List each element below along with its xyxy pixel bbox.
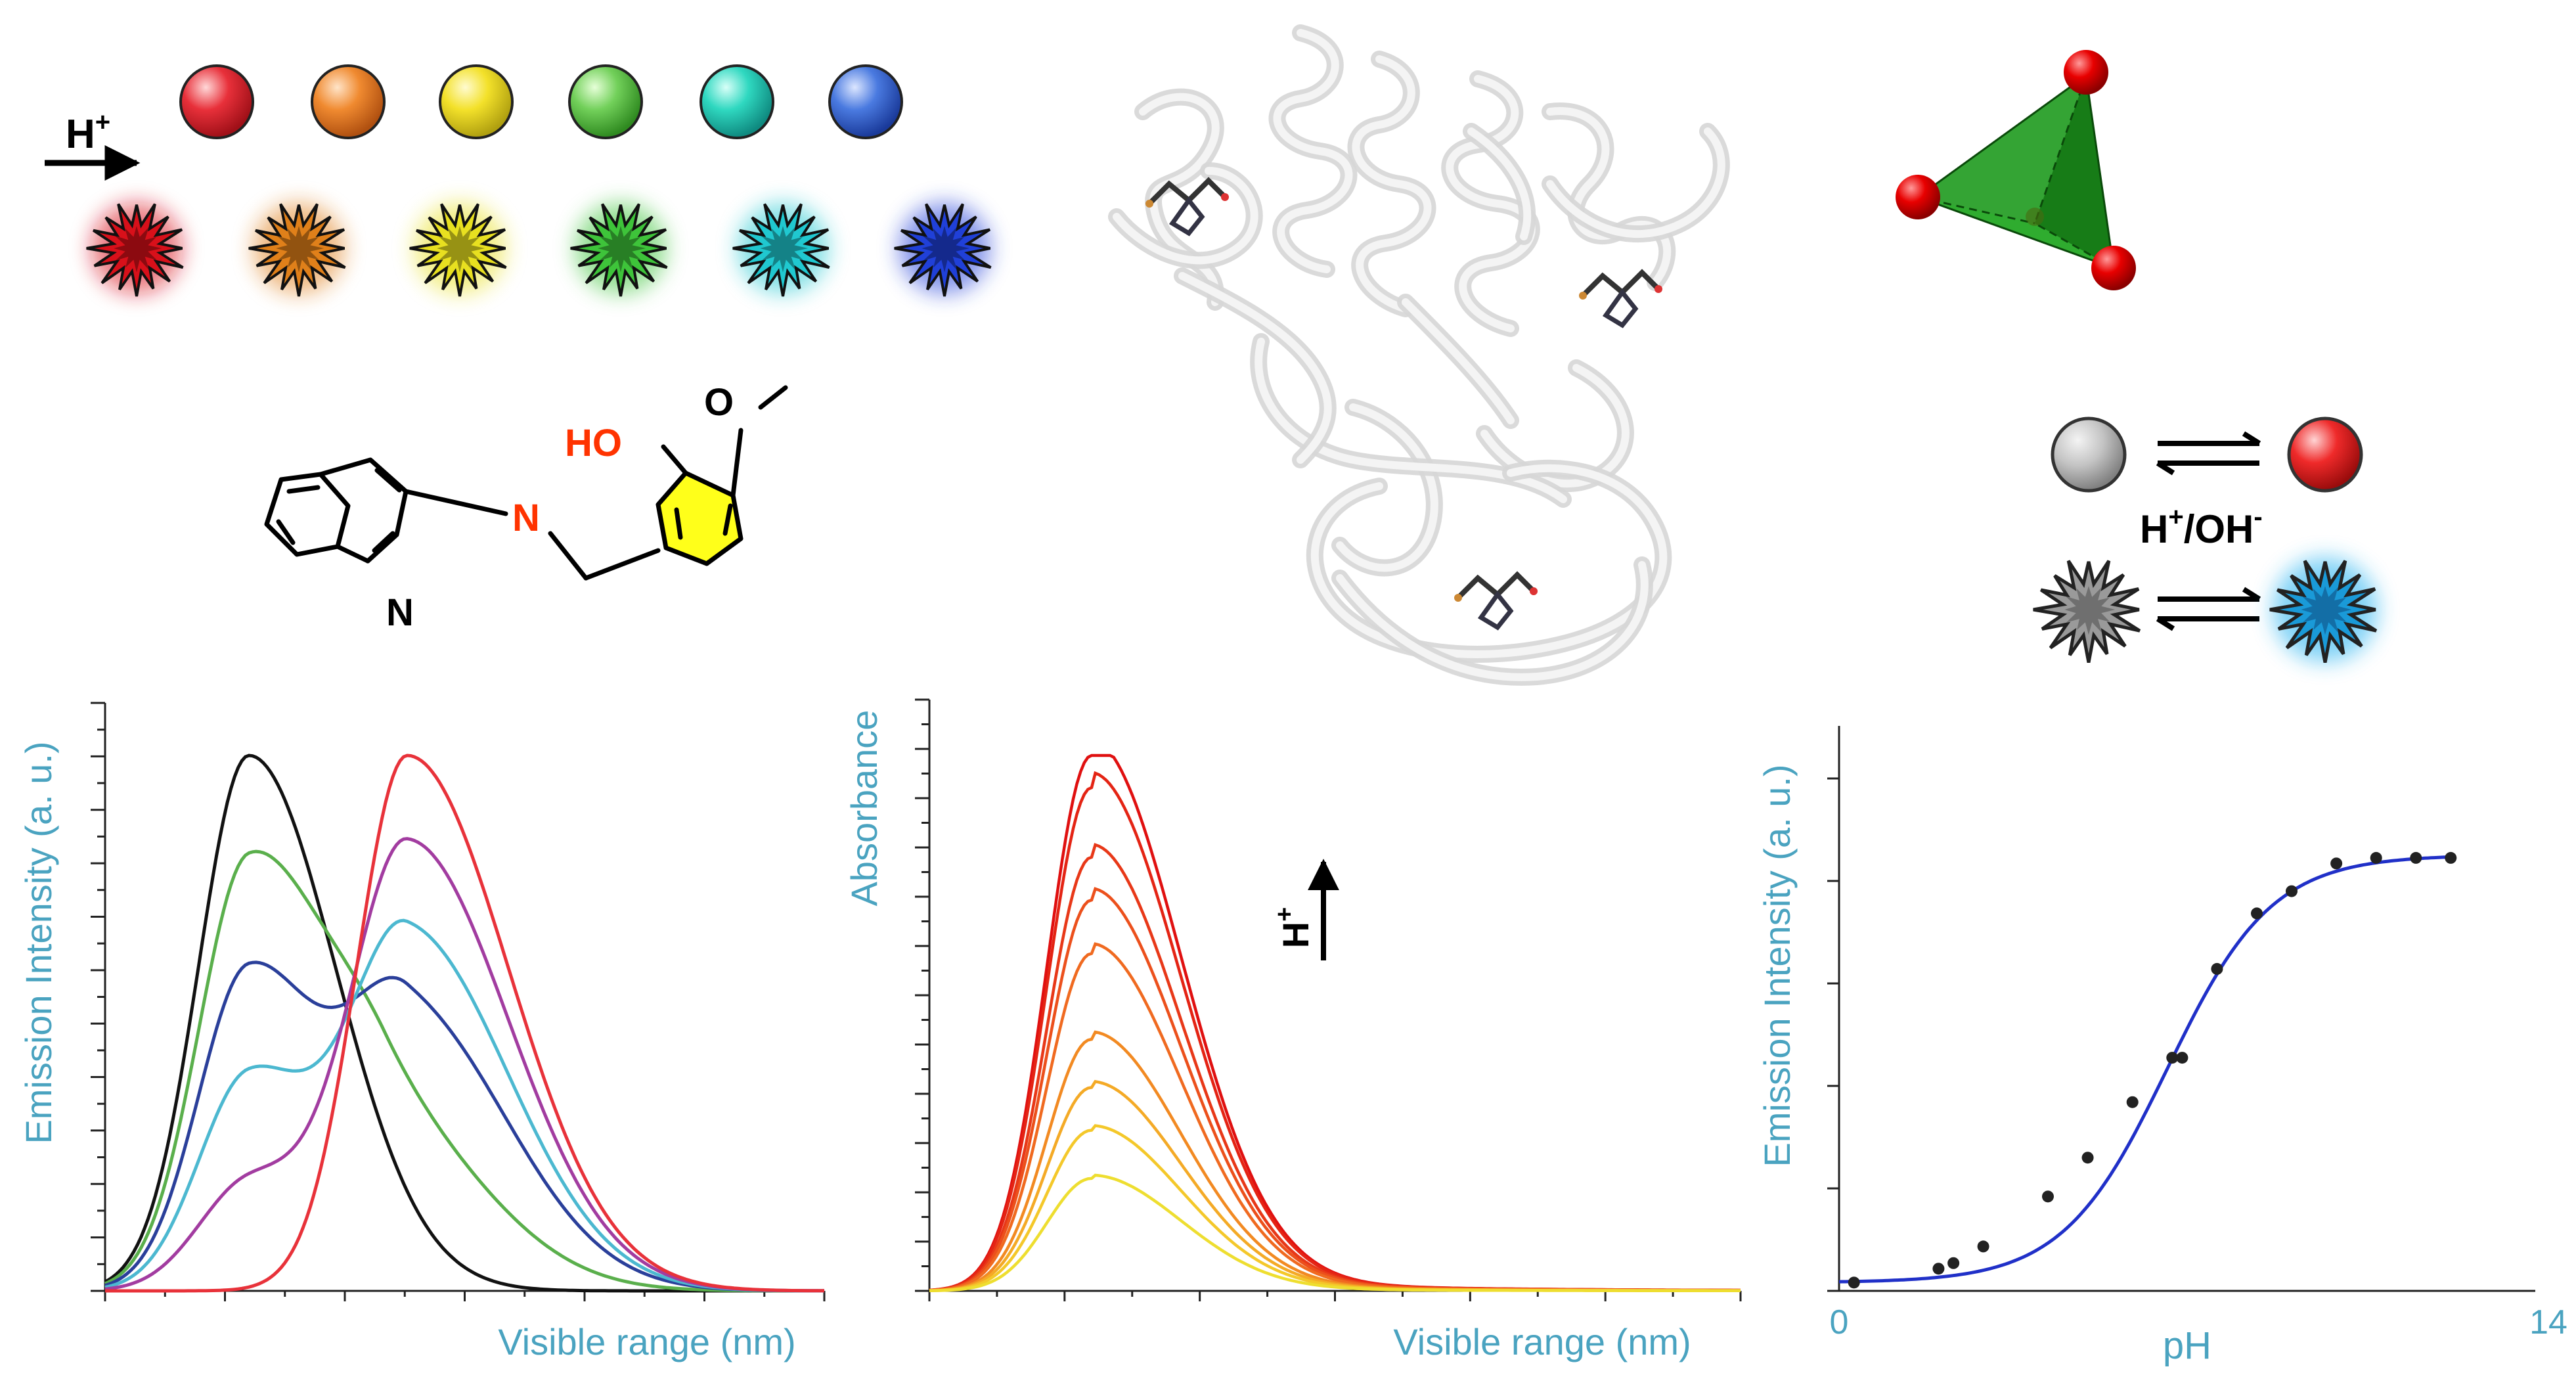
vertex-atom [2064, 50, 2108, 95]
ph-switch-scheme: H+/OH- [2033, 416, 2378, 663]
emission-chart: Visible range (nm) Emission Intensity (a.… [18, 702, 826, 1362]
color-sphere [439, 64, 514, 139]
y-axis-label: Emission Intensity (a. u.) [1756, 764, 1798, 1167]
vertex-atom [2091, 246, 2136, 290]
phenol-ring-fill [658, 473, 741, 564]
data-point [2370, 851, 2382, 864]
data-point [1977, 1240, 1989, 1253]
fit-curve [1838, 855, 2456, 1284]
chemical-structure: N N HO O [264, 381, 788, 634]
color-sphere [568, 64, 643, 139]
data-point [1848, 1276, 1860, 1289]
ring-nitrogen-atom: N [386, 591, 414, 634]
svg-text:H+: H+ [1271, 907, 1316, 949]
absorbance-chart: Visible range (nm) Absorbance [843, 698, 1742, 1362]
emission-series-line [104, 837, 824, 1293]
data-point [2211, 962, 2223, 975]
data-point [2410, 851, 2422, 864]
fluorescence-burst-icon [409, 202, 507, 297]
x-tick-label: 0 [1830, 1303, 1849, 1341]
ligand-stick-model [1579, 269, 1662, 328]
switch-label-oh: /OH [2184, 507, 2254, 551]
data-point [2042, 1190, 2054, 1203]
neutral-sphere [2051, 416, 2127, 493]
data-point [2286, 885, 2298, 897]
tetrahedron-molecule [1896, 50, 2136, 290]
neutral-burst-icon [2033, 560, 2141, 663]
data-point [2251, 907, 2263, 920]
absorbance-acid-arrow: H+ [1271, 859, 1339, 960]
acid-sphere [2287, 416, 2363, 493]
acid-arrow-label: H [66, 112, 95, 157]
fluorescence-burst-icon [86, 202, 184, 297]
methoxy-oxygen-atom: O [704, 381, 734, 424]
color-sphere [700, 64, 774, 139]
emission-series-line [105, 753, 824, 1293]
data-point [2445, 851, 2457, 864]
ligand-stick-model [1145, 177, 1229, 236]
protein-structure-image [1108, 24, 1730, 686]
basic-burst-icon [2269, 557, 2378, 663]
emission-series-line [104, 918, 824, 1293]
switch-label-sup: + [2168, 503, 2183, 531]
fluorescence-burst-icon [732, 202, 830, 297]
data-point [2081, 1152, 2094, 1164]
y-axis-label: Emission Intensity (a. u.) [18, 741, 59, 1144]
color-sphere [828, 64, 903, 139]
svg-text:H+/OH-: H+/OH- [2140, 503, 2263, 551]
fluorescence-burst-icon [570, 202, 668, 297]
data-point [2126, 1096, 2139, 1108]
acid-arrow: H+ [45, 108, 141, 181]
fluorescence-burst-row [86, 202, 992, 297]
x-axis-label: Visible range (nm) [498, 1321, 795, 1362]
absorbance-series-line [929, 1124, 1741, 1292]
data-point [2166, 1052, 2179, 1064]
color-sphere [179, 64, 254, 139]
fluorescence-burst-icon [248, 202, 346, 297]
color-sphere-row [179, 64, 903, 139]
abs-arrow-sup: + [1271, 907, 1299, 922]
imine-nitrogen-atom: N [512, 497, 540, 539]
ph-titration-chart: 0 14 pH Emission Intensity (a. u.) [1756, 726, 2567, 1367]
data-point [2176, 1052, 2188, 1064]
abs-arrow-label: H [1275, 922, 1316, 948]
y-axis-label: Absorbance [843, 710, 885, 907]
data-point [1932, 1263, 1945, 1275]
x-tick-label: 14 [2529, 1303, 2567, 1341]
switch-label-h: H [2140, 507, 2168, 551]
color-sphere [311, 64, 386, 139]
absorbance-series-line [929, 753, 1741, 1292]
emission-series-line [104, 849, 824, 1293]
switch-label-sup2: - [2254, 503, 2262, 531]
acid-arrow-superscript: + [95, 108, 110, 137]
data-point [2330, 857, 2343, 870]
fluorescence-burst-icon [894, 202, 992, 297]
data-point [1947, 1257, 1960, 1269]
x-axis-label: Visible range (nm) [1393, 1321, 1691, 1362]
vertex-atom [1896, 175, 1940, 219]
ligand-stick-model [1454, 571, 1538, 631]
acid-color-scheme: H+ [45, 64, 992, 297]
hydroxyl-group: HO [565, 422, 622, 464]
x-axis-label: pH [2163, 1324, 2211, 1367]
absorbance-series-line [929, 1173, 1741, 1293]
svg-text:H+: H+ [66, 108, 110, 157]
